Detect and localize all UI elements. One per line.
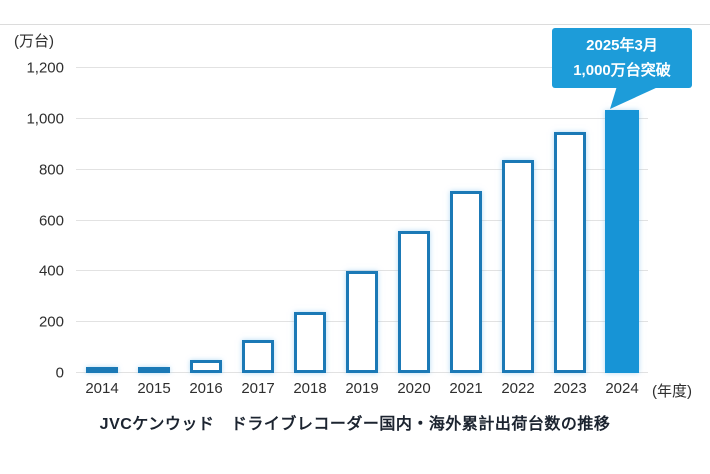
- x-tick-label-2017: 2017: [241, 380, 275, 397]
- x-tick-label-2015: 2015: [137, 380, 171, 397]
- bar-slot-2022: [492, 68, 544, 373]
- chart-title: JVCケンウッド ドライブレコーダー国内・海外累計出荷台数の推移: [99, 416, 611, 433]
- bar-2024: [605, 109, 639, 373]
- x-tick-label-2023: 2023: [553, 380, 587, 397]
- bar-2020: [398, 230, 430, 373]
- milestone-callout: 2025年3月 1,000万台突破: [552, 28, 692, 109]
- y-tick-label-0: 0: [55, 364, 64, 382]
- x-tick-label-2021: 2021: [449, 380, 483, 397]
- bar-2017: [242, 339, 274, 373]
- x-axis-labels: 2014 2015 2016 2017 2018 2019 2020 2021 2022 2023…: [76, 380, 648, 397]
- x-tick-label-2024: 2024: [605, 380, 639, 397]
- callout-date-text: 2025年3月: [586, 37, 658, 54]
- x-tick-label-2020: 2020: [397, 380, 431, 397]
- x-tick-label-2019: 2019: [345, 380, 379, 397]
- gridline-1200: [76, 67, 648, 68]
- bar-2018: [294, 312, 326, 373]
- bar-slot-2020: [388, 68, 440, 373]
- bar-slot-2014: [76, 68, 128, 373]
- x-tick-label-2022: 2022: [501, 380, 535, 397]
- bar-2022: [502, 159, 534, 373]
- y-tick-label-400: 400: [38, 262, 64, 280]
- y-tick-label-200: 200: [38, 313, 64, 331]
- bar-slot-2023: [544, 68, 596, 373]
- y-tick-label-800: 800: [38, 161, 64, 179]
- bar-slot-2016: [180, 68, 232, 373]
- bar-2014: [86, 367, 118, 373]
- bar-slot-2024: [596, 68, 648, 373]
- gridline-1000: [76, 117, 648, 119]
- bar-slot-2019: [336, 68, 388, 373]
- y-axis-unit-label: (万台): [14, 33, 54, 50]
- x-tick-label-2018: 2018: [293, 380, 327, 397]
- x-tick-label-2014: 2014: [85, 380, 119, 397]
- bar-2015: [138, 367, 170, 373]
- plot-area: 0 200 400 600 800 1,000 1,200: [26, 61, 648, 381]
- bars-row: [76, 68, 648, 373]
- bar-2021: [450, 191, 482, 373]
- bar-slot-2021: [440, 68, 492, 373]
- y-tick-label-600: 600: [38, 212, 64, 229]
- bar-slot-2018: [284, 68, 336, 373]
- gridline-800: [76, 168, 648, 170]
- gridline-600: [76, 219, 648, 221]
- callout-milestone-text: 1,000万台突破: [573, 62, 671, 79]
- y-tick-label-1200: 1,200: [26, 59, 64, 77]
- y-tick-label-1000: 1,000: [26, 110, 64, 128]
- x-tick-label-2016: 2016: [189, 380, 223, 397]
- bar-2023: [554, 131, 586, 373]
- bar-2019: [346, 271, 378, 373]
- top-divider-line: [0, 24, 710, 25]
- bar-2016: [190, 360, 222, 373]
- gridline-400: [76, 270, 648, 272]
- x-axis-unit-label: (年度): [652, 383, 692, 400]
- bar-slot-2017: [232, 68, 284, 373]
- bar-slot-2015: [128, 68, 180, 373]
